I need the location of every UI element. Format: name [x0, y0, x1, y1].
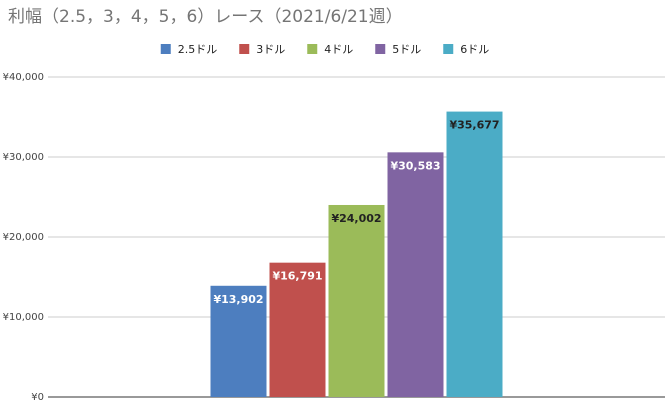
- bar: [328, 204, 385, 397]
- legend-label: 5ドル: [392, 43, 421, 56]
- bar: [210, 285, 267, 397]
- legend-label: 3ドル: [256, 43, 285, 56]
- bar: [387, 152, 444, 397]
- value-label: ¥24,002: [331, 212, 381, 225]
- value-label: ¥35,677: [449, 119, 499, 132]
- legend-swatch: [239, 44, 250, 54]
- chart-title: 利幅（2.5，3，4，5，6）レース（2021/6/21週）: [8, 7, 403, 27]
- y-tick-label: ¥30,000: [3, 152, 44, 163]
- legend-swatch: [375, 44, 386, 54]
- legend-label: 2.5ドル: [178, 43, 218, 56]
- bar: [446, 111, 503, 398]
- legend-swatch: [443, 44, 454, 54]
- legend-swatch: [160, 44, 171, 54]
- legend-label: 4ドル: [324, 43, 353, 56]
- legend-swatch: [307, 44, 318, 54]
- bar: [269, 262, 326, 397]
- y-tick-label: ¥10,000: [3, 312, 44, 323]
- y-tick-label: ¥20,000: [3, 232, 44, 243]
- y-tick-label: ¥40,000: [3, 72, 44, 83]
- legend-label: 6ドル: [460, 43, 489, 56]
- value-label: ¥30,583: [390, 159, 440, 172]
- y-tick-label: ¥0: [31, 392, 44, 403]
- value-label: ¥16,791: [272, 270, 322, 283]
- value-label: ¥13,902: [213, 293, 263, 306]
